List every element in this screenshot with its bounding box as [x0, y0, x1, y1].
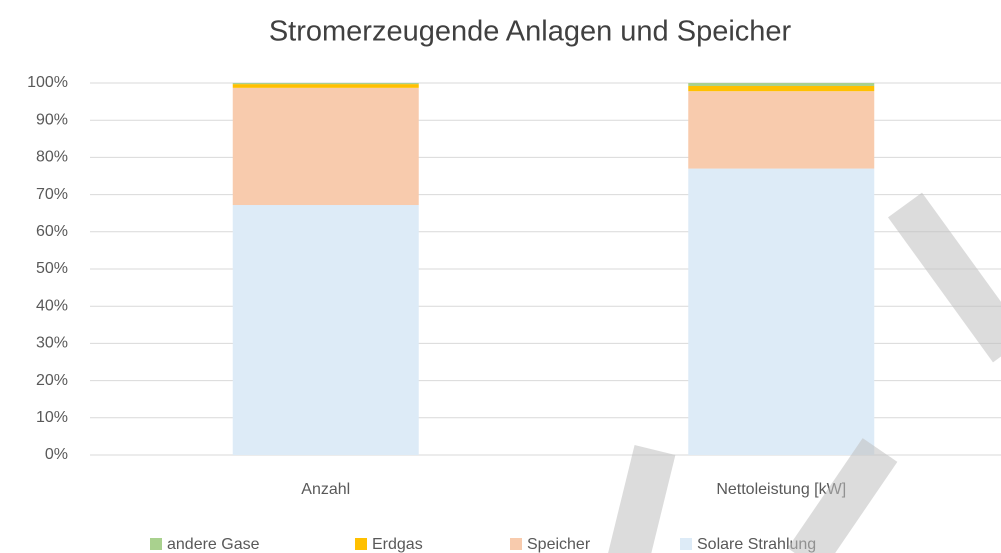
legend-label: Speicher — [527, 536, 591, 553]
watermark-stroke — [608, 444, 676, 553]
legend: andere Gase Erdgas Speicher Solare Strahlun… — [150, 536, 816, 553]
legend-label: Erdgas — [372, 536, 423, 553]
y-tick-label: 60% — [36, 223, 68, 240]
y-tick-label: 80% — [36, 149, 68, 166]
legend-swatch — [150, 538, 162, 550]
bar-segment — [232, 83, 419, 85]
y-tick-label: 70% — [36, 186, 68, 203]
bar-segment — [688, 91, 875, 169]
y-tick-label: 20% — [36, 372, 68, 389]
bar-segment — [232, 84, 419, 88]
x-tick-label: Anzahl — [301, 481, 350, 498]
legend-label: Solare Strahlung — [697, 536, 816, 553]
bar-segment — [232, 205, 419, 455]
bar-segment — [688, 85, 875, 92]
legend-swatch — [510, 538, 522, 550]
y-tick-label: 90% — [36, 111, 68, 128]
bar-segment — [688, 83, 875, 86]
chart-title: Stromerzeugende Anlagen und Speicher — [269, 16, 792, 48]
watermark-stroke — [787, 438, 898, 553]
bars — [232, 83, 875, 455]
y-tick-label: 30% — [36, 335, 68, 352]
legend-label: andere Gase — [167, 536, 260, 553]
labels: 0% 10% 20% 30% 40% 50% 60% 70% 80% 90% 100% Anzahl N… — [27, 74, 846, 498]
y-tick-label: 100% — [27, 74, 68, 91]
y-tick-label: 50% — [36, 260, 68, 277]
y-tick-label: 10% — [36, 409, 68, 426]
legend-swatch — [355, 538, 367, 550]
bar-segment — [232, 87, 419, 206]
watermark-stroke — [887, 192, 1001, 363]
bar-segment — [688, 168, 875, 455]
legend-swatch — [680, 538, 692, 550]
y-tick-label: 0% — [45, 446, 68, 463]
watermark — [608, 192, 1001, 553]
y-tick-label: 40% — [36, 297, 68, 314]
x-tick-label: Nettoleistung [kW] — [716, 481, 846, 498]
